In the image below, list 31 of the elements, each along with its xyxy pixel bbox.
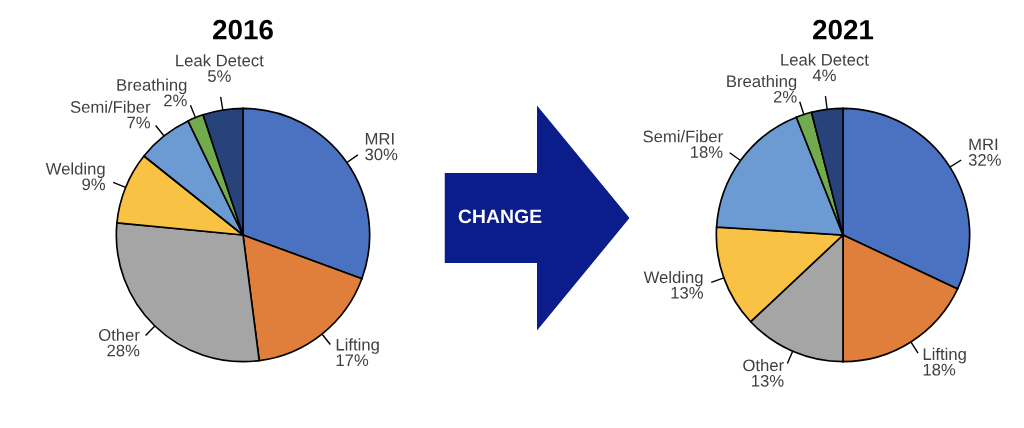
data-label: 17% xyxy=(336,354,369,367)
slice-label: Leak Detect xyxy=(176,54,264,67)
data-label: 18% xyxy=(923,363,956,376)
data-label: 5% xyxy=(207,70,231,82)
data-label: 28% xyxy=(107,344,140,357)
data-label: 32% xyxy=(968,153,1001,166)
data-label: 13% xyxy=(752,374,784,387)
data-label: 2% xyxy=(164,94,187,107)
data-label: 18% xyxy=(691,146,723,158)
data-label: 7% xyxy=(127,116,151,129)
slice-label: Other xyxy=(99,328,140,341)
slice-label: Semi/Fiber xyxy=(643,130,723,143)
slice-label: Welding xyxy=(45,162,105,178)
data-label: 2% xyxy=(773,90,797,103)
slice-label: Semi/Fiber xyxy=(70,100,151,113)
slice-label: Leak Detect xyxy=(781,53,869,66)
slice-label: Breathing xyxy=(727,74,797,91)
slice-label: MRI xyxy=(969,138,998,151)
slice-label: MRI xyxy=(365,133,394,145)
chart-title: 2021 xyxy=(813,19,874,40)
data-label: 30% xyxy=(365,148,398,161)
slice-label: Welding xyxy=(643,270,703,287)
slice-label: Breathing xyxy=(117,78,187,95)
text: CHANGE xyxy=(458,209,542,224)
data-label: 9% xyxy=(82,178,106,191)
data-label: 4% xyxy=(812,69,836,82)
slice-label: Lifting xyxy=(336,338,379,354)
data-label: 13% xyxy=(671,286,703,299)
slice-label: Other xyxy=(743,358,784,372)
chart-title: 2016 xyxy=(213,19,273,40)
slice-label: Lifting xyxy=(923,347,966,364)
